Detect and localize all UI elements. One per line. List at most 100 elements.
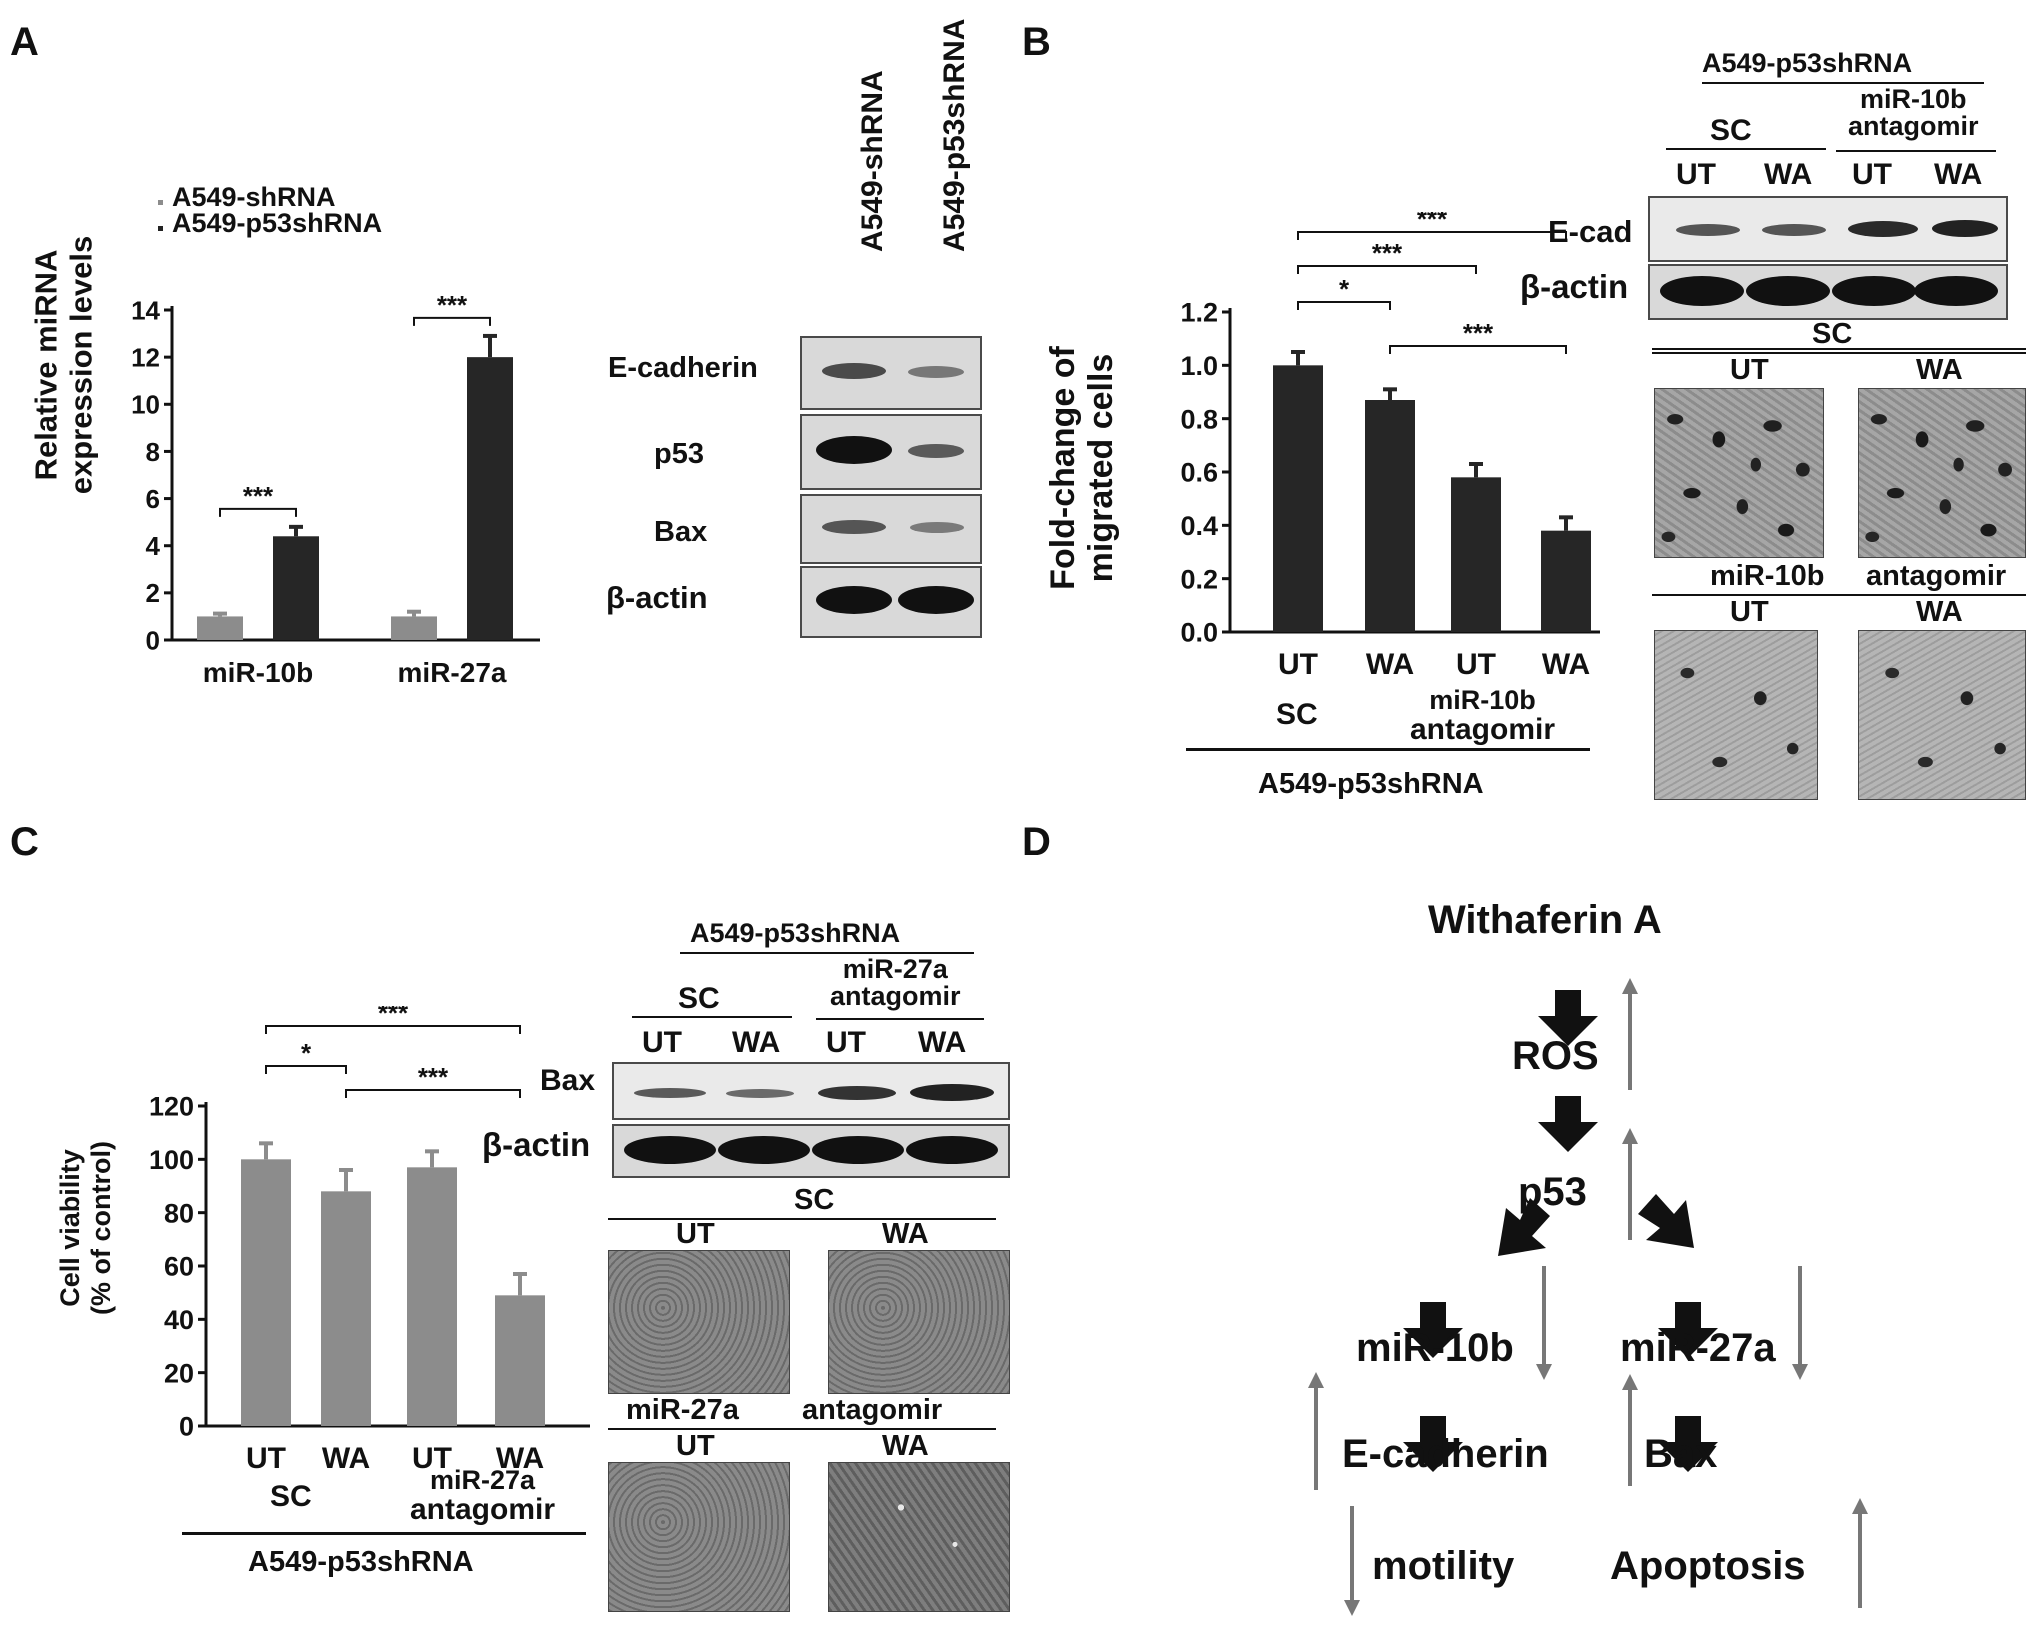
legend-swatch-shrna	[158, 200, 163, 205]
blot-c-lane-3: UT	[826, 1026, 866, 1059]
blot-band	[812, 1136, 904, 1164]
bar	[321, 1191, 371, 1426]
img-c-col-wa-1: WA	[882, 1218, 929, 1250]
x-category-label: WA	[1366, 648, 1414, 681]
node-mir10b: miR-10b	[1356, 1326, 1514, 1370]
x-category-label: UT	[1278, 648, 1318, 681]
blot-band	[1746, 276, 1830, 306]
bar	[1541, 530, 1591, 632]
blot-b-antagomir-line2: antagomir	[1848, 111, 1979, 141]
significance-bracket	[265, 1065, 347, 1074]
y-tick-label: 0.8	[1180, 404, 1218, 434]
blot-b-antagomir-line1: miR-10b	[1860, 84, 1967, 114]
panel-b-cellline-rule	[1186, 748, 1590, 751]
x-category-label: WA	[1542, 648, 1590, 681]
micrograph-c-sc-wa	[828, 1250, 1010, 1394]
significance-bracket	[413, 316, 491, 326]
blot-b-sc-rule	[1666, 148, 1826, 150]
blot-a-lane-p53shrna: A549-p53shRNA	[938, 18, 971, 252]
panel-a-ylabel: Relative miRNA expression levels	[28, 236, 98, 495]
y-tick-label: 0.2	[1180, 564, 1218, 594]
blot-band	[908, 444, 964, 458]
block-arrow-down-left	[1498, 1198, 1550, 1256]
img-c-col-wa-2: WA	[882, 1430, 929, 1462]
significance-label: ***	[437, 290, 468, 320]
legend-label-shrna: A549-shRNA	[172, 182, 336, 212]
y-tick-label: 0	[146, 625, 160, 655]
significance-bracket	[219, 507, 297, 517]
bar	[241, 1159, 291, 1426]
panel-b-cellline: A549-p53shRNA	[1258, 768, 1484, 800]
blot-c-label-bax: Bax	[540, 1064, 596, 1097]
blot-band	[634, 1088, 706, 1098]
legend-swatch-p53shrna	[158, 226, 163, 231]
bar	[391, 616, 437, 640]
y-tick-label: 1.2	[1180, 298, 1218, 328]
block-arrow-down	[1658, 1416, 1718, 1472]
bar	[495, 1295, 545, 1426]
y-tick-label: 1.0	[1180, 351, 1218, 381]
y-tick-label: 0.0	[1180, 618, 1218, 648]
y-tick-label: 8	[146, 437, 160, 467]
block-arrow-down	[1538, 1096, 1598, 1152]
img-c-antagomir-rule	[608, 1428, 996, 1430]
bar	[1273, 365, 1323, 632]
micrograph-b-sc-ut	[1654, 388, 1824, 558]
y-tick-label: 120	[149, 1092, 194, 1122]
img-c-col-ut-1: UT	[676, 1218, 715, 1250]
y-tick-label: 80	[164, 1198, 194, 1228]
legend-label-p53shrna: A549-p53shRNA	[172, 208, 383, 238]
img-b-antagomir-rule	[1652, 594, 2026, 596]
blot-band	[816, 436, 892, 464]
blot-b-lane-3: UT	[1852, 158, 1892, 191]
panel-c-group-antagomir-line2: antagomir	[410, 1493, 556, 1527]
blot-a-label-p53: p53	[654, 438, 704, 470]
blot-band	[906, 1136, 998, 1164]
node-bax: Bax	[1644, 1432, 1718, 1476]
y-tick-label: 10	[131, 390, 160, 420]
micrograph-b-antagomir-wa	[1858, 630, 2026, 800]
y-tick-label: 0.6	[1180, 458, 1218, 488]
blot-band	[718, 1136, 810, 1164]
blot-band	[1832, 276, 1916, 306]
micrograph-c-sc-ut	[608, 1250, 790, 1394]
blot-c-antagomir-line2: antagomir	[830, 981, 961, 1011]
blot-c-label-actin: β-actin	[482, 1126, 591, 1163]
blot-band	[822, 520, 886, 534]
blot-b-label-ecad: E-cad	[1548, 214, 1633, 249]
block-arrow-down-right	[1638, 1194, 1694, 1248]
panel-c-cellline: A549-p53shRNA	[248, 1546, 474, 1578]
blot-band	[1676, 224, 1740, 236]
bar	[1451, 477, 1501, 632]
blot-b-lane-1: UT	[1676, 158, 1716, 191]
blot-c-lane-4: WA	[918, 1026, 967, 1059]
panel-b-group-antagomir-line2: antagomir	[1410, 713, 1556, 747]
micrograph-c-antagomir-wa	[828, 1462, 1010, 1612]
blot-a-row-actin	[800, 566, 982, 638]
x-category-label: UT	[1456, 648, 1496, 681]
bar	[273, 536, 319, 640]
blot-band	[822, 363, 886, 379]
img-b-antagomir-right: antagomir	[1866, 560, 2007, 592]
x-category-label: miR-10b	[203, 657, 313, 688]
blot-band	[1762, 224, 1826, 236]
bar	[407, 1167, 457, 1426]
bar	[467, 357, 513, 640]
node-p53: p53	[1518, 1170, 1587, 1214]
y-tick-label: 20	[164, 1358, 194, 1388]
panel-a-ylabel-line1: Relative miRNA	[28, 249, 64, 481]
blot-c-antagomir: miR-27a antagomir	[830, 956, 961, 1010]
blot-band	[908, 366, 964, 378]
blot-b-lane-2: WA	[1764, 158, 1813, 191]
node-ecadherin: E-cadherin	[1342, 1432, 1549, 1476]
significance-bracket	[1297, 231, 1567, 240]
img-b-col-wa-1: WA	[1916, 354, 1963, 386]
significance-label: ***	[418, 1062, 449, 1092]
significance-label: ***	[378, 1006, 409, 1028]
blot-c-row-actin	[612, 1124, 1010, 1178]
blot-b-antagomir: miR-10b antagomir	[1848, 86, 1979, 140]
blot-b-lane-4: WA	[1934, 158, 1983, 191]
node-apoptosis: Apoptosis	[1610, 1544, 1806, 1588]
significance-label: ***	[1463, 318, 1494, 348]
blot-a-label-ecadherin: E-cadherin	[608, 352, 758, 384]
